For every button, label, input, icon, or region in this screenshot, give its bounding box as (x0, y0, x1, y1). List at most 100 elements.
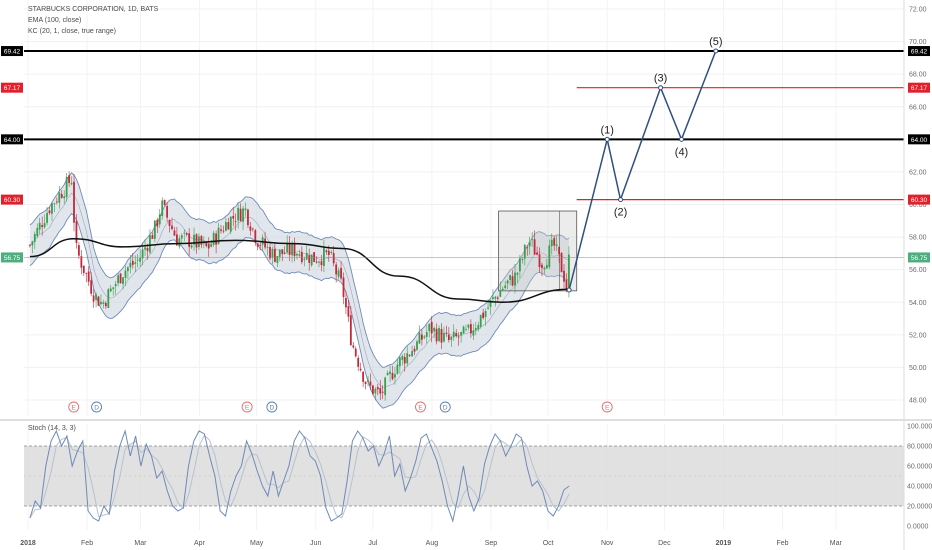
candle-body (153, 220, 156, 239)
candle-body (229, 216, 232, 232)
wave-point[interactable] (713, 48, 719, 54)
candle-body (320, 261, 323, 266)
candle-body (114, 283, 117, 287)
candle-body (489, 300, 492, 307)
candle-body (163, 200, 166, 205)
candle-body (274, 248, 276, 262)
candle-body (560, 252, 563, 273)
candle-body (337, 270, 340, 277)
current-price-left-tag-label: 56.75 (4, 255, 21, 262)
time-axis[interactable]: 2018 Feb Mar Apr May Jun Jul Aug Sep Oct Nov Dec 201… (20, 540, 842, 547)
price-tick-label: 48.00 (909, 398, 927, 405)
legend-symbol[interactable]: STARBUCKS CORPORATION, 1D, BATS (28, 6, 159, 13)
candle-body (455, 332, 458, 337)
stoch-tick-label: 60.0000 (907, 464, 932, 471)
event-d-label: D (94, 404, 99, 411)
candle-body (254, 230, 257, 243)
candle-body (406, 353, 409, 364)
candle-body (264, 238, 267, 248)
candle-body (428, 323, 431, 332)
legend-ema[interactable]: EMA (100, close) (28, 17, 81, 24)
stochastic-oscillator (24, 429, 904, 523)
elliott-wave[interactable]: (1) (2) (3) (4) (5) (566, 36, 723, 293)
event-d-label: D (270, 404, 275, 411)
candle-body (433, 327, 436, 332)
wave-point[interactable] (618, 197, 624, 203)
event-d-marker[interactable] (439, 401, 451, 413)
level-67-17-right-tag-label: 67.17 (911, 85, 928, 92)
candle-body (33, 233, 36, 242)
candle-body (139, 257, 142, 262)
candle-body (563, 270, 565, 282)
price-axis[interactable]: 48.00 50.00 52.00 54.00 56.00 58.00 60.00 62.00… (909, 7, 927, 405)
candle-body (195, 234, 198, 248)
time-tick-label: Mar (830, 540, 843, 547)
wave-point[interactable] (658, 85, 664, 91)
wave-label: (3) (654, 73, 667, 85)
candle-body (543, 267, 546, 270)
candle-body (528, 241, 531, 247)
candle-body (90, 280, 93, 294)
candle-body (440, 328, 443, 343)
wave-label: (2) (614, 207, 627, 219)
event-e-label: E (418, 404, 423, 411)
candle-body (102, 302, 105, 304)
event-d-marker[interactable] (266, 401, 278, 413)
event-e-marker[interactable] (241, 401, 253, 413)
event-d-marker[interactable] (91, 401, 103, 413)
legend-kc[interactable]: KC (20, 1, close, true range) (28, 28, 116, 35)
candle-body (514, 272, 516, 286)
event-e-label: E (245, 404, 250, 411)
current-price-left-tag-bg (1, 252, 23, 263)
candle-body (526, 247, 529, 249)
candle-body (521, 259, 524, 260)
candle-body (325, 250, 328, 252)
wave-point[interactable] (604, 136, 610, 142)
legend-stoch[interactable]: Stoch (14, 3, 3) (28, 425, 76, 432)
candle-body (550, 239, 553, 247)
candle-body (210, 243, 213, 247)
kc-band-fill (29, 172, 569, 409)
candle-body (43, 223, 46, 228)
event-e-marker[interactable] (601, 401, 613, 413)
candle-body (305, 252, 308, 260)
candle-body (131, 260, 134, 265)
candle-body (185, 233, 188, 235)
candle-body (327, 250, 330, 255)
candle-body (232, 215, 235, 219)
candle-body (310, 254, 313, 266)
wave-path[interactable] (568, 50, 717, 291)
event-d-label: D (443, 404, 448, 411)
candle-body (256, 243, 259, 247)
candle-body (516, 272, 519, 275)
candle-body (396, 364, 399, 374)
event-e-marker[interactable] (415, 401, 426, 413)
candle-body (60, 193, 63, 198)
event-e-marker[interactable] (68, 401, 80, 413)
candle-body (242, 208, 244, 222)
candle-body (36, 227, 39, 237)
wave-point[interactable] (679, 136, 685, 142)
level-67-17-left-tag-bg (1, 82, 23, 93)
candle-body (472, 330, 475, 336)
level-60-30-left-tag-bg (1, 194, 23, 205)
candle-body (286, 243, 289, 253)
candle-body (496, 297, 499, 299)
candle-body (269, 247, 271, 259)
candle-body (386, 372, 389, 376)
wave-point[interactable] (566, 287, 572, 293)
candle-body (423, 336, 426, 338)
candle-body (104, 302, 107, 307)
candle-body (281, 249, 284, 255)
stoch-axis[interactable]: 0.0000 20.0000 40.0000 60.0000 80.0000 100.00… (907, 424, 932, 531)
candlesticks (29, 171, 570, 401)
price-tick-label: 52.00 (909, 332, 927, 339)
time-tick-label: 2018 (20, 540, 36, 547)
candle-body (237, 207, 240, 221)
price-tick-label: 60.00 (909, 202, 927, 209)
horizontal-levels[interactable] (24, 50, 904, 258)
candle-body (178, 238, 181, 247)
candle-body (421, 334, 423, 340)
candle-body (494, 296, 497, 299)
